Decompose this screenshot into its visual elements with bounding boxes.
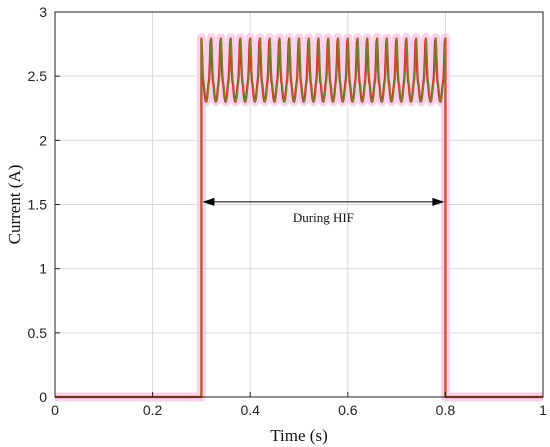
x-tick-label-3: 0.6: [338, 402, 358, 418]
series-layer: [55, 33, 543, 402]
annotation-text: During HIF: [293, 210, 354, 225]
x-tick-label-5: 1: [539, 402, 547, 418]
x-axis-ticks: 0 0.2 0.4 0.6 0.8 1: [51, 392, 547, 418]
y-axis-ticks: 0 0.5 1 1.5 2 2.5 3: [28, 4, 60, 405]
x-tick-label-1: 0.2: [143, 402, 163, 418]
y-tick-label-6: 3: [39, 4, 47, 20]
x-tick-label-2: 0.4: [240, 402, 260, 418]
y-tick-label-2: 1: [39, 261, 47, 277]
y-axis-label: Current (A): [5, 165, 24, 245]
x-tick-label-4: 0.8: [436, 402, 456, 418]
x-tick-label-0: 0: [51, 402, 59, 418]
annotation-arrowhead-right: [432, 197, 445, 206]
y-tick-label-4: 2: [39, 132, 47, 148]
series-line-1: [55, 37, 543, 398]
x-axis-label: Time (s): [270, 426, 327, 445]
y-tick-label-0: 0: [39, 389, 47, 405]
y-tick-label-3: 1.5: [28, 197, 48, 213]
y-tick-label-1: 0.5: [28, 325, 48, 341]
annotation-arrowhead-left: [202, 197, 215, 206]
y-tick-label-5: 2.5: [28, 68, 48, 84]
annotation-during-hif: During HIF: [202, 197, 445, 225]
